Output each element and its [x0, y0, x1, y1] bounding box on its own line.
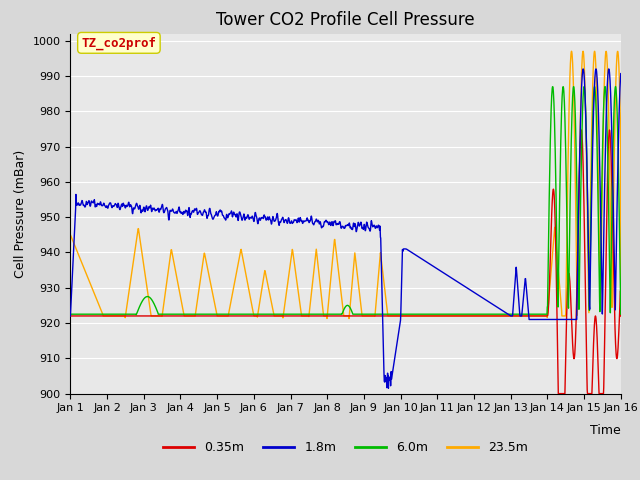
- Title: Tower CO2 Profile Cell Pressure: Tower CO2 Profile Cell Pressure: [216, 11, 475, 29]
- Legend: 0.35m, 1.8m, 6.0m, 23.5m: 0.35m, 1.8m, 6.0m, 23.5m: [158, 436, 533, 459]
- X-axis label: Time: Time: [590, 424, 621, 437]
- Y-axis label: Cell Pressure (mBar): Cell Pressure (mBar): [14, 149, 27, 278]
- Text: TZ_co2prof: TZ_co2prof: [81, 36, 156, 49]
